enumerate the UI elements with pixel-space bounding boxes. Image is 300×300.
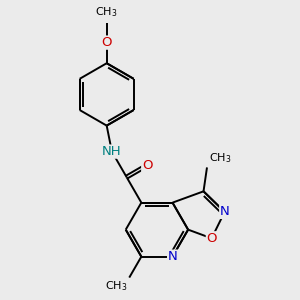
Text: O: O [101, 36, 112, 49]
Text: N: N [220, 206, 230, 218]
Text: NH: NH [102, 145, 122, 158]
Text: N: N [168, 250, 177, 263]
Text: CH$_3$: CH$_3$ [209, 152, 232, 165]
Text: O: O [142, 159, 152, 172]
Text: CH$_3$: CH$_3$ [105, 280, 127, 293]
Text: CH$_3$: CH$_3$ [95, 5, 118, 19]
Text: O: O [206, 232, 217, 245]
